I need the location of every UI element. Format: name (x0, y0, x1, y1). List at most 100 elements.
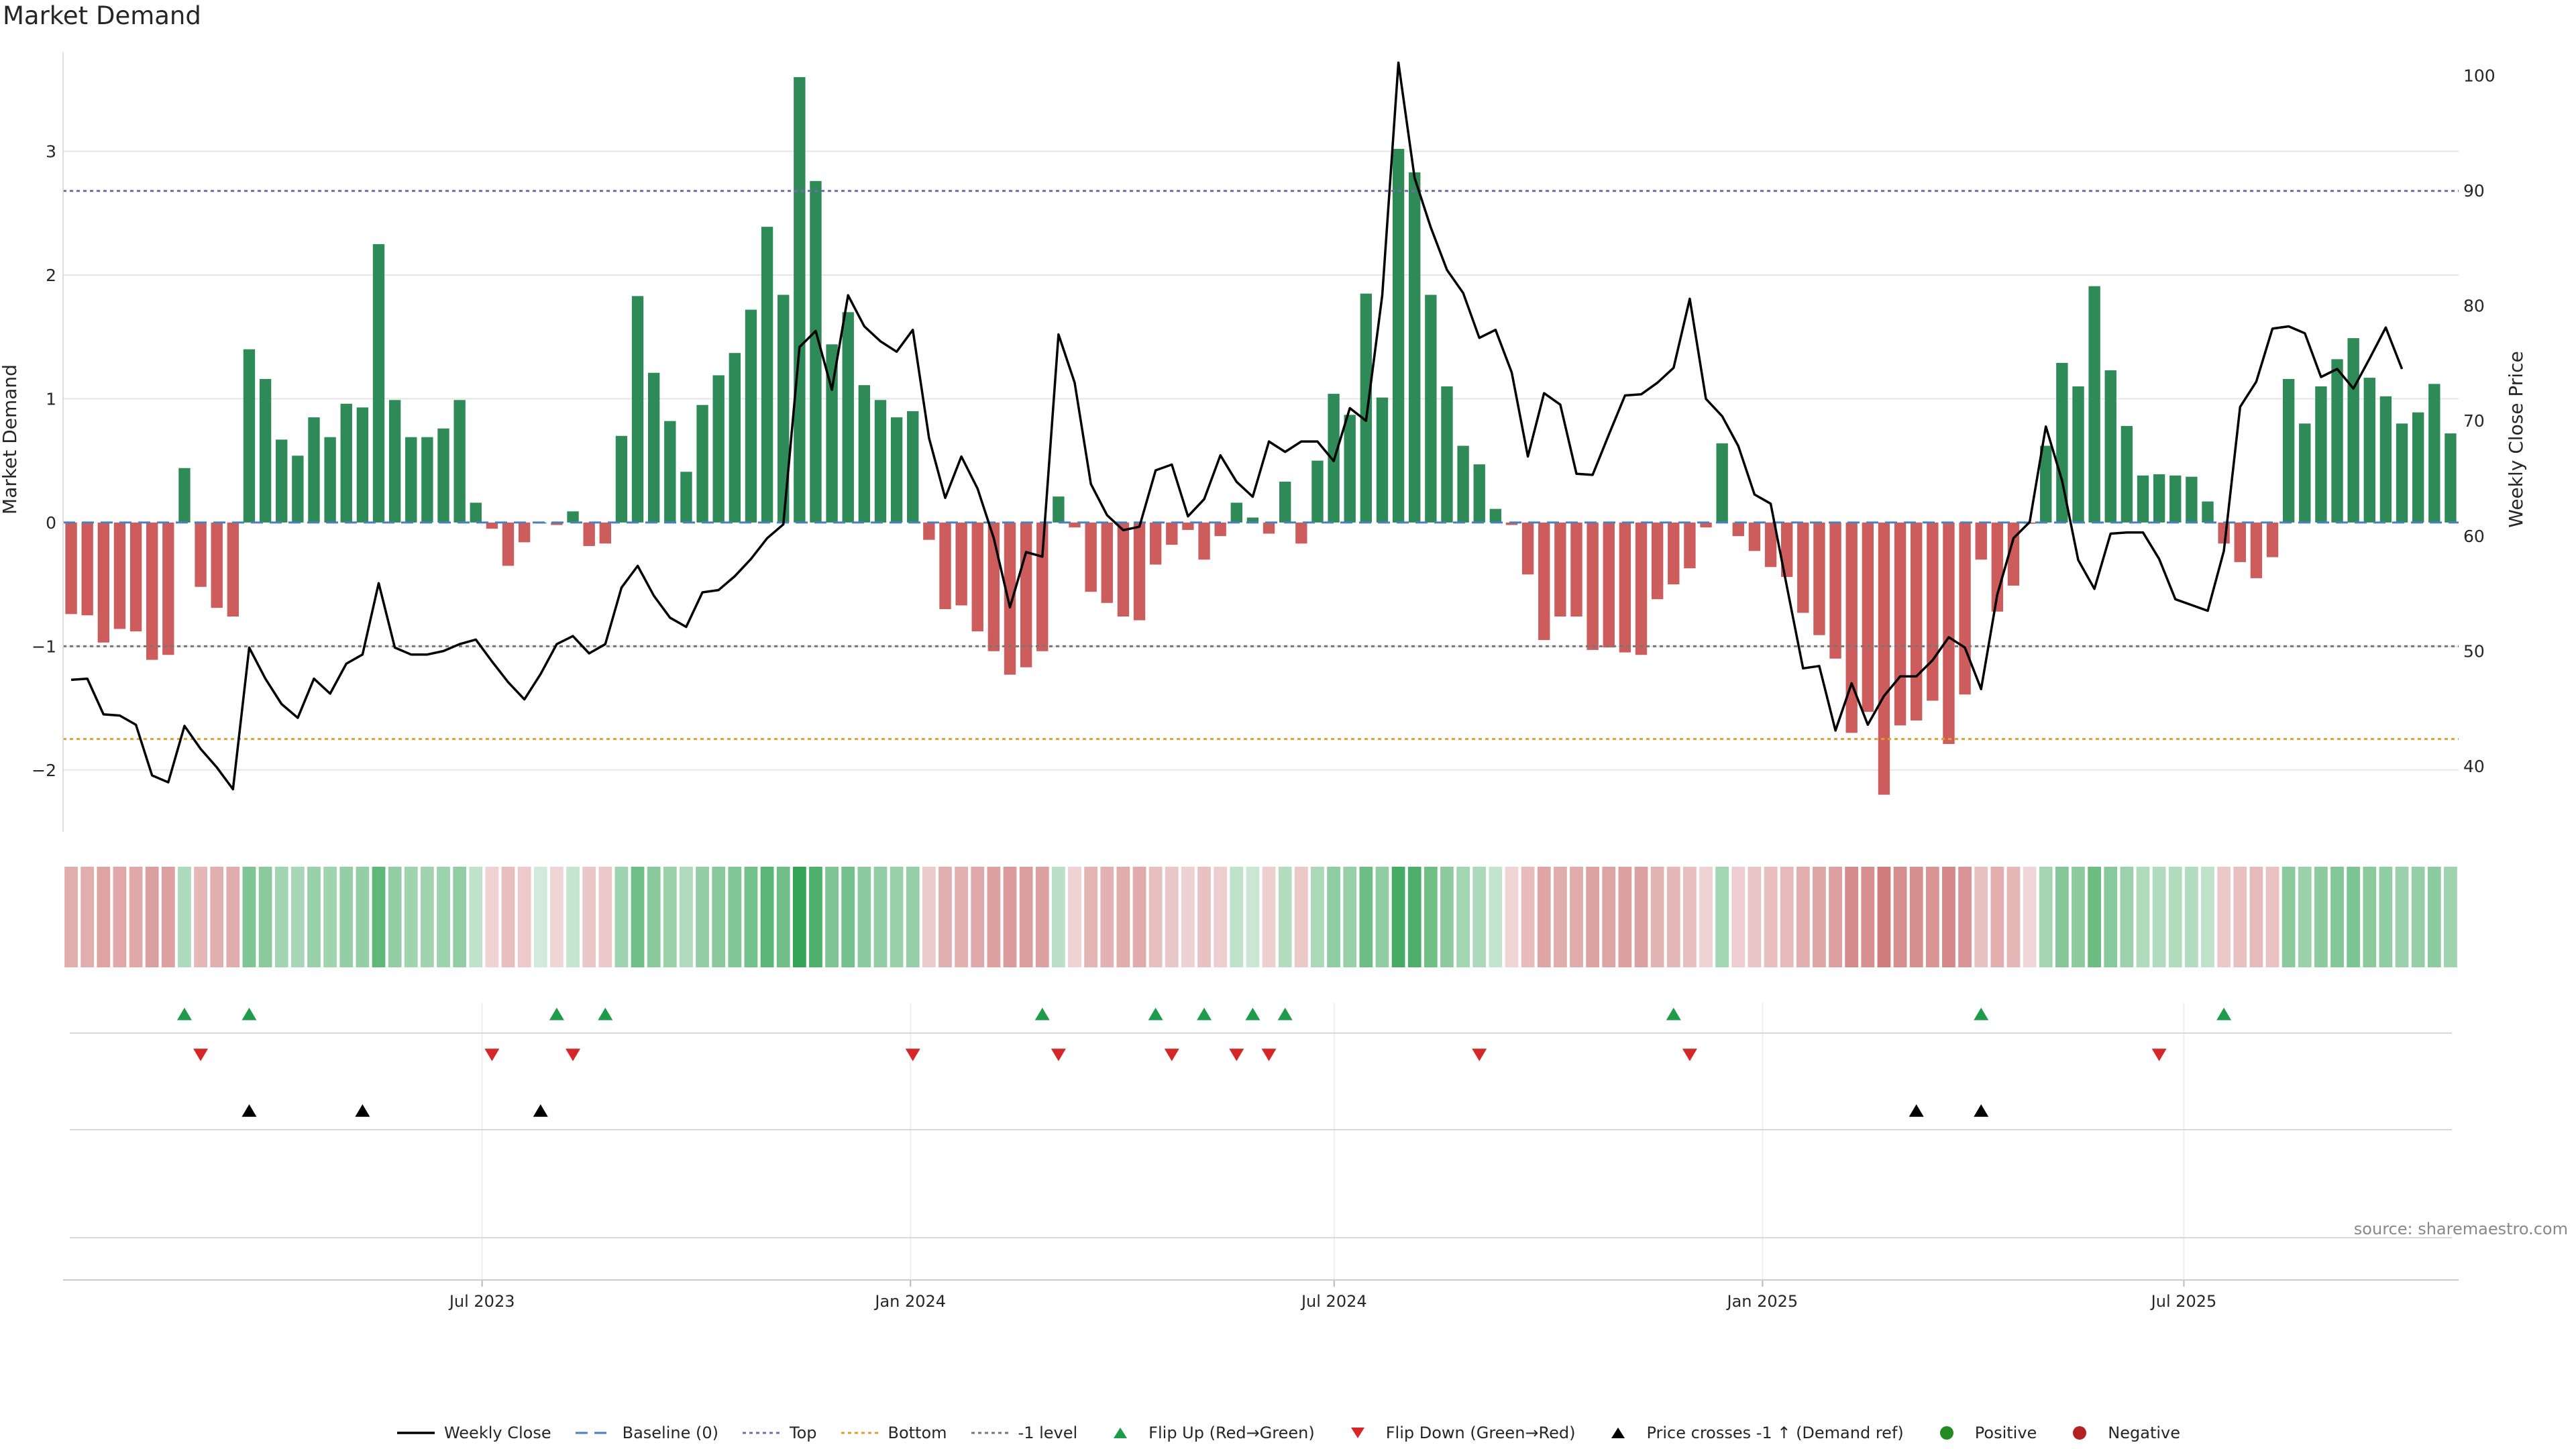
heat-cell (1440, 867, 1454, 967)
heat-cell (582, 867, 596, 967)
heat-cell (161, 867, 175, 967)
demand-bar-positive (794, 76, 806, 523)
legend-item-flip-down: Flip Down (Green→Red) (1338, 1424, 1575, 1442)
demand-bar-negative (97, 522, 110, 643)
heat-cell (1861, 867, 1875, 967)
heat-cell (64, 867, 78, 967)
y-axis-label: Market Demand (0, 364, 21, 515)
heat-cell (1068, 867, 1081, 967)
heat-cell (1262, 867, 1276, 967)
legend-label: Flip Up (Red→Green) (1148, 1424, 1315, 1442)
y2-tick-label: 50 (2463, 642, 2485, 661)
demand-bar-positive (2396, 423, 2408, 523)
source-note: source: sharemaestro.com (2353, 1220, 2568, 1238)
demand-bar-negative (1845, 522, 1858, 733)
y2-tick-label: 90 (2463, 181, 2485, 201)
demand-bar-negative (1813, 522, 1825, 635)
demand-bar-negative (1943, 522, 1955, 745)
heat-cell (971, 867, 985, 967)
heat-cell (1505, 867, 1519, 967)
heat-cell (857, 867, 871, 967)
demand-bar-positive (2331, 359, 2343, 523)
flip-up-marker (1148, 1008, 1163, 1020)
heat-cell (469, 867, 483, 967)
legend-label: Positive (1974, 1424, 2037, 1442)
heat-cell (566, 867, 580, 967)
heat-cell (1116, 867, 1130, 967)
y2-tick-label: 100 (2463, 66, 2496, 85)
legend-label: Baseline (0) (622, 1424, 718, 1442)
event-markers (70, 1008, 2452, 1238)
heat-cell (129, 867, 143, 967)
heat-cell (792, 867, 806, 967)
demand-bar-positive (340, 403, 352, 523)
heat-cell (1003, 867, 1017, 967)
demand-bar-positive (615, 435, 628, 523)
heat-cell (1197, 867, 1211, 967)
heat-cell (1148, 867, 1163, 967)
demand-bar-positive (437, 428, 449, 523)
demand-bar-positive (1376, 397, 1389, 523)
flip-down-marker (1051, 1049, 1066, 1061)
legend-symbol-weekly-close (396, 1432, 435, 1434)
heat-cell (1748, 867, 1762, 967)
heat-cell (841, 867, 855, 967)
heat-cell (2282, 867, 2296, 967)
heat-cell (356, 867, 370, 967)
demand-bar-negative (113, 522, 126, 629)
demand-bar-positive (388, 400, 401, 523)
heat-cell (2379, 867, 2393, 967)
y-tick-label: 0 (46, 513, 56, 533)
demand-bar-positive (276, 439, 288, 523)
heat-cell (2136, 867, 2150, 967)
legend-item-baseline: Baseline (0) (574, 1424, 718, 1442)
heat-cell (533, 867, 547, 967)
heat-cell (631, 867, 645, 967)
demand-bar-negative (971, 522, 983, 632)
legend-item-cross: Price crosses -1 ↑ (Demand ref) (1598, 1424, 1904, 1442)
y-tick-label: −1 (32, 637, 56, 656)
heat-cell (2330, 867, 2344, 967)
heat-cell (647, 867, 661, 967)
demand-bar-positive (2363, 378, 2375, 523)
flip-up-marker (2216, 1008, 2232, 1020)
heat-cell (97, 867, 111, 967)
flip-up-marker (1197, 1008, 1212, 1020)
heat-cell (404, 867, 418, 967)
price-cross-marker (1909, 1104, 1924, 1117)
heat-cell (145, 867, 159, 967)
x-tick-label: Jan 2024 (873, 1292, 946, 1311)
legend-item-bottom: Bottom (840, 1424, 947, 1442)
legend-symbol-baseline (575, 1432, 613, 1434)
demand-bar-negative (599, 522, 611, 544)
legend-symbol-flip-up (1114, 1428, 1128, 1438)
demand-bar-positive (1473, 464, 1485, 523)
heat-cell (2201, 867, 2214, 967)
demand-bar-negative (518, 522, 531, 543)
heat-cell (517, 867, 531, 967)
heat-cell (80, 867, 95, 967)
legend-label: Negative (2108, 1424, 2181, 1442)
legend-symbol-minus-one (971, 1432, 1009, 1434)
demand-bar-positive (2445, 433, 2457, 523)
demand-bar-positive (1457, 445, 1469, 523)
heat-cell (1278, 867, 1292, 967)
demand-bar-negative (1991, 522, 2004, 612)
demand-bar-negative (1117, 522, 1130, 617)
heat-cell (1618, 867, 1632, 967)
demand-bar-negative (1651, 522, 1664, 600)
demand-bar-negative (1748, 522, 1761, 551)
demand-bar-negative (211, 522, 223, 608)
chart-legend: Weekly Close Baseline (0) Top Bottom -1 leve… (0, 1419, 2576, 1446)
heat-cell (1958, 867, 1972, 967)
demand-bar-negative (227, 522, 239, 617)
heat-cell (1294, 867, 1308, 967)
heat-cell (987, 867, 1001, 967)
price-cross-marker (1974, 1104, 1989, 1117)
demand-bar-positive (1489, 508, 1502, 523)
legend-label: Price crosses -1 ↑ (Demand ref) (1646, 1424, 1904, 1442)
heat-cell (922, 867, 936, 967)
heat-cell (1407, 867, 1421, 967)
demand-bar-positive (2299, 423, 2311, 523)
